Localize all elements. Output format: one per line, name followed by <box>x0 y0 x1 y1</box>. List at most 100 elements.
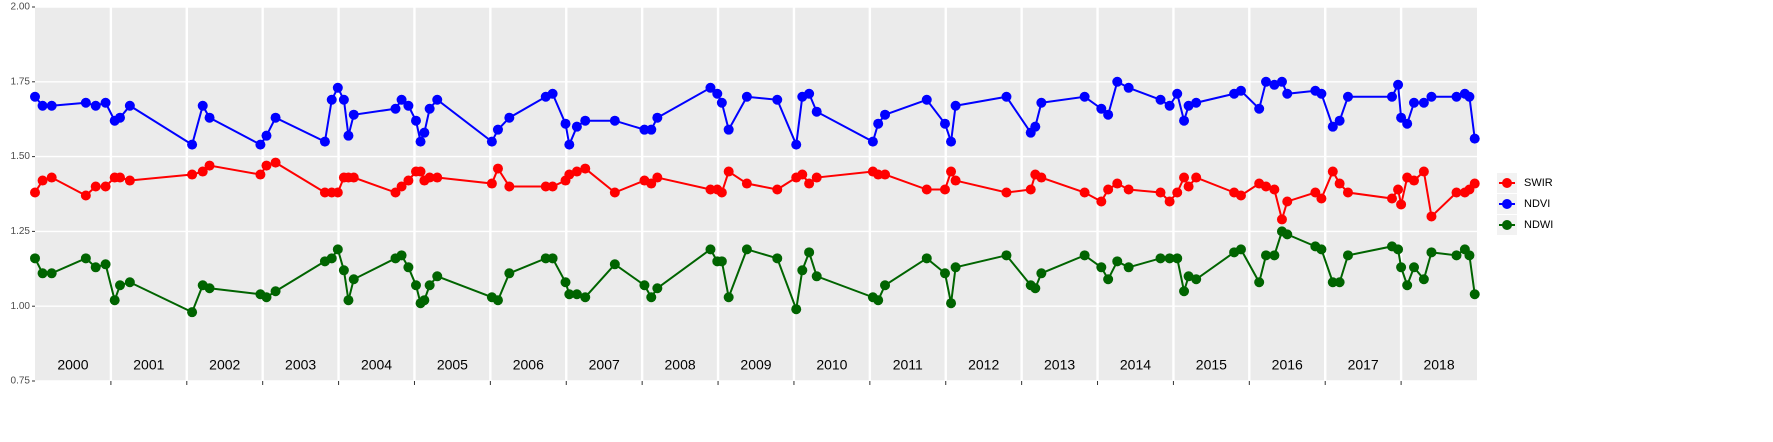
data-point <box>424 103 435 114</box>
data-point <box>332 82 343 93</box>
data-point <box>1396 262 1407 273</box>
data-point <box>1179 172 1190 183</box>
data-point <box>804 178 815 189</box>
data-point <box>100 259 111 270</box>
data-point <box>419 295 430 306</box>
data-point <box>332 244 343 255</box>
data-point <box>270 286 281 297</box>
data-point <box>705 244 716 255</box>
data-point <box>1001 91 1012 102</box>
data-point <box>115 172 126 183</box>
data-point <box>432 271 443 282</box>
data-point <box>1001 250 1012 261</box>
data-point <box>80 190 91 201</box>
data-point <box>1036 268 1047 279</box>
data-point <box>432 172 443 183</box>
data-point <box>609 259 620 270</box>
data-point <box>571 121 582 132</box>
data-point <box>797 265 808 276</box>
x-tick-label: 2015 <box>1196 357 1227 373</box>
data-point <box>1334 178 1345 189</box>
data-point <box>1327 166 1338 177</box>
data-point <box>1469 178 1480 189</box>
data-point <box>1183 100 1194 111</box>
data-point <box>486 178 497 189</box>
data-point <box>338 94 349 105</box>
data-point <box>319 136 330 147</box>
data-point <box>1269 184 1280 195</box>
data-point <box>1191 172 1202 183</box>
data-point <box>580 292 591 303</box>
y-tick-label: 1.75 <box>11 76 31 87</box>
x-tick-label: 2001 <box>133 357 164 373</box>
data-point <box>396 181 407 192</box>
x-tick-label: 2000 <box>57 357 88 373</box>
data-point <box>1316 88 1327 99</box>
data-point <box>741 178 752 189</box>
data-point <box>1451 91 1462 102</box>
data-point <box>270 112 281 123</box>
data-point <box>187 169 198 180</box>
data-point <box>403 262 414 273</box>
data-point <box>1282 88 1293 99</box>
x-tick-label: 2010 <box>816 357 847 373</box>
data-point <box>1183 271 1194 282</box>
data-point <box>261 292 272 303</box>
data-point <box>547 181 558 192</box>
data-point <box>580 163 591 174</box>
data-point <box>1179 115 1190 126</box>
data-point <box>804 88 815 99</box>
data-point <box>639 280 650 291</box>
x-tick-label: 2006 <box>513 357 544 373</box>
data-point <box>1123 262 1134 273</box>
data-point <box>880 109 891 120</box>
data-point <box>492 163 503 174</box>
legend-marker <box>1502 178 1512 188</box>
data-point <box>723 124 734 135</box>
legend-label: NDVI <box>1524 198 1550 210</box>
data-point <box>946 166 957 177</box>
data-point <box>1254 277 1265 288</box>
data-point <box>424 172 435 183</box>
data-point <box>1103 184 1114 195</box>
data-point <box>1172 88 1183 99</box>
data-point <box>1191 274 1202 285</box>
data-point <box>716 97 727 108</box>
data-point <box>571 166 582 177</box>
data-point <box>204 283 215 294</box>
data-point <box>1393 184 1404 195</box>
x-tick-label: 2012 <box>968 357 999 373</box>
data-point <box>432 94 443 105</box>
data-point <box>1418 274 1429 285</box>
data-point <box>100 181 111 192</box>
data-point <box>939 184 950 195</box>
data-point <box>504 268 515 279</box>
data-point <box>1079 250 1090 261</box>
legend-label: SWIR <box>1524 177 1553 189</box>
data-point <box>873 118 884 129</box>
data-point <box>867 136 878 147</box>
data-point <box>109 295 120 306</box>
data-point <box>772 94 783 105</box>
y-tick-label: 1.00 <box>11 301 31 312</box>
data-point <box>716 256 727 267</box>
data-point <box>1030 121 1041 132</box>
data-point <box>403 175 414 186</box>
data-point <box>30 187 40 198</box>
data-point <box>46 268 57 279</box>
data-point <box>197 166 208 177</box>
data-point <box>504 112 515 123</box>
data-point <box>652 112 663 123</box>
data-point <box>1426 211 1437 222</box>
data-point <box>30 91 40 102</box>
data-point <box>1096 196 1107 207</box>
data-point <box>1334 277 1345 288</box>
data-point <box>1079 187 1090 198</box>
data-point <box>1164 196 1175 207</box>
panel <box>35 7 1477 381</box>
data-point <box>939 118 950 129</box>
data-point <box>1183 181 1194 192</box>
data-point <box>124 277 135 288</box>
y-tick-label: 0.75 <box>11 376 31 387</box>
data-point <box>946 136 957 147</box>
